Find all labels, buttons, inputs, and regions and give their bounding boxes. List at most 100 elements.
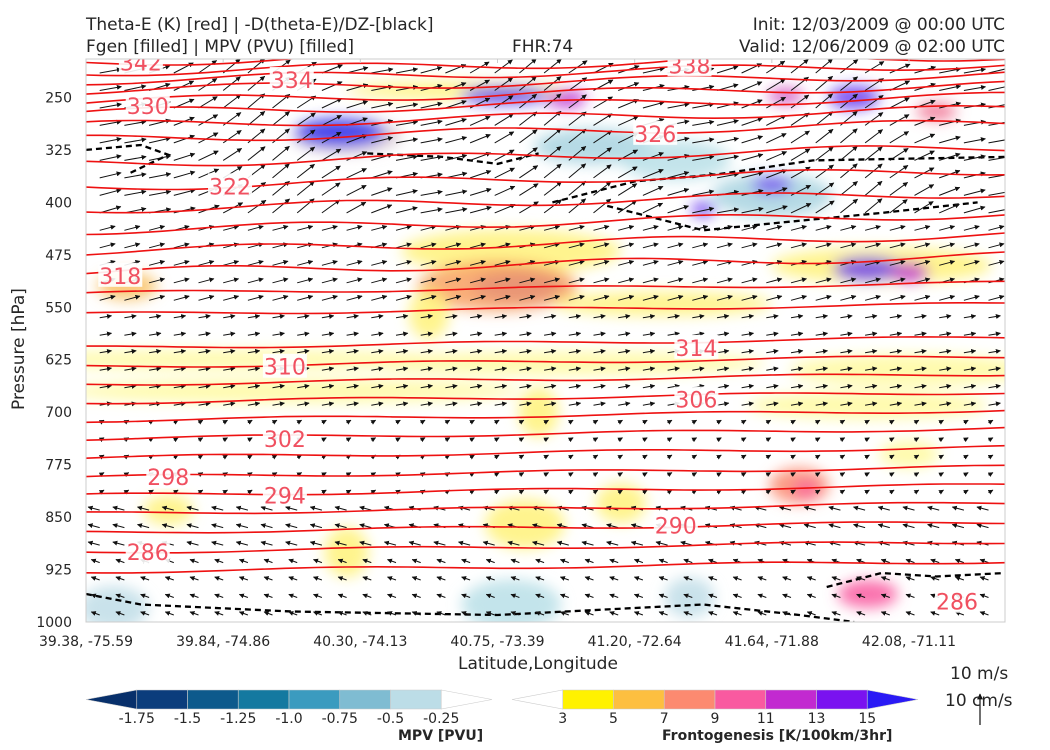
wind-vector <box>828 505 841 511</box>
wind-vector <box>371 187 393 196</box>
wind-vector <box>271 419 278 425</box>
wind-vector <box>568 401 582 407</box>
wind-vector <box>864 294 881 301</box>
wind-vector <box>815 383 828 389</box>
fill-blob <box>794 481 819 498</box>
wind-vector <box>814 472 821 478</box>
fill-blob <box>664 577 715 618</box>
wind-vector <box>247 331 261 337</box>
wind-vector <box>963 259 980 266</box>
wind-vector <box>716 101 739 109</box>
wind-vector <box>99 224 116 231</box>
wind-vector <box>543 242 561 249</box>
wind-vector <box>445 366 458 372</box>
wind-vector <box>124 348 137 354</box>
wind-vector <box>124 154 147 161</box>
wind-vector <box>346 294 363 301</box>
wind-vector <box>395 102 419 109</box>
wind-vector <box>543 128 562 144</box>
wind-vector <box>840 224 857 231</box>
wind-vector <box>99 242 116 249</box>
wind-vector <box>815 128 834 144</box>
wind-vector <box>716 348 730 354</box>
wind-vector <box>568 198 587 214</box>
wind-vector <box>387 576 397 581</box>
wind-vector <box>519 294 536 301</box>
wind-vector <box>567 472 574 478</box>
wind-vector <box>395 206 418 214</box>
wind-vector <box>544 401 557 407</box>
colorbar-tick-label: -1.75 <box>119 711 155 727</box>
wind-vector <box>493 454 500 460</box>
theta-e-label: 302 <box>264 428 306 453</box>
wind-vector <box>914 348 927 354</box>
wind-vector <box>272 383 285 389</box>
wind-vector <box>214 611 224 616</box>
wind-vector <box>334 540 347 546</box>
wind-vector <box>321 383 335 389</box>
fill-blob <box>751 176 792 193</box>
theta-e-contour <box>86 392 1005 405</box>
wind-vector <box>148 489 154 495</box>
wind-vector <box>568 224 585 231</box>
wind-vector <box>765 472 772 477</box>
wind-vector <box>247 454 253 460</box>
wind-vector <box>90 611 100 616</box>
wind-vector <box>461 558 471 564</box>
wind-vector <box>963 224 980 231</box>
wind-vector <box>494 77 514 91</box>
wind-vector <box>469 294 486 301</box>
x-tick-label: 39.38, -75.59 <box>39 634 133 650</box>
wind-vector <box>963 348 977 354</box>
wind-vector <box>939 135 961 144</box>
wind-vector <box>222 147 243 161</box>
wind-vector <box>370 437 377 443</box>
y-tick-label: 775 <box>45 458 72 474</box>
wind-vector <box>148 242 166 249</box>
theta-e-contour <box>86 119 1005 142</box>
x-axis-label: Latitude,Longitude <box>458 654 618 674</box>
y-tick-label: 1000 <box>36 615 72 631</box>
wind-vector <box>642 331 656 337</box>
wind-vector <box>346 259 363 266</box>
colorbar-tick-label: -1.25 <box>220 711 256 727</box>
fill-blob <box>789 354 1005 387</box>
wind-vector <box>617 166 638 179</box>
wind-vector <box>140 576 150 581</box>
wind-vector <box>716 401 730 407</box>
wind-vector <box>987 472 994 477</box>
wind-vector <box>411 593 421 599</box>
wind-vector <box>321 489 327 495</box>
wind-vector <box>494 95 514 109</box>
wind-vector <box>494 185 516 196</box>
wind-vector <box>913 489 920 495</box>
wind-vector <box>124 189 147 196</box>
wind-vector <box>173 277 190 284</box>
wind-vector <box>979 593 989 599</box>
colorbar-swatch <box>866 689 919 710</box>
wind-vector <box>197 419 204 425</box>
wind-vector <box>371 259 388 266</box>
wind-vector <box>461 611 471 616</box>
filled-contours <box>86 81 1005 622</box>
wind-vector <box>371 348 384 354</box>
wind-vector <box>938 437 944 443</box>
wind-vector <box>568 331 582 337</box>
wind-vector <box>519 314 532 319</box>
wind-vector <box>593 181 612 196</box>
wind-vector <box>939 203 960 214</box>
wind-vector <box>124 366 137 372</box>
y-tick-label: 625 <box>45 353 72 369</box>
wind-vector <box>864 489 870 495</box>
wind-vector <box>877 523 890 529</box>
y-tick-label: 250 <box>45 90 72 106</box>
colorbar-swatch <box>339 689 391 710</box>
wind-vector <box>470 401 483 407</box>
wind-vector <box>914 401 927 407</box>
wind-vector <box>99 348 112 354</box>
wind-vector <box>99 366 112 372</box>
wind-vector <box>815 146 834 161</box>
wind-vector <box>658 576 668 581</box>
wind-vector <box>235 540 249 546</box>
wind-vector <box>518 419 525 425</box>
